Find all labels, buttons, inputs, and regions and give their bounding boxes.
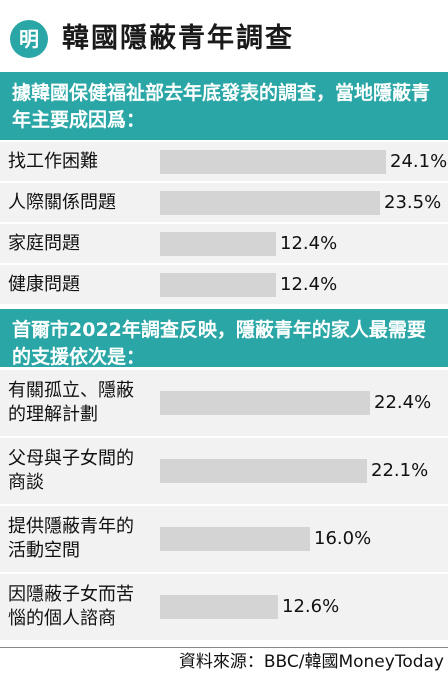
- chart-2-title: 首爾市2022年調查反映，隱蔽青年的家人最需要的支援依次是：: [0, 309, 448, 368]
- chart-1-row: 家庭問題 12.4%: [0, 224, 448, 263]
- bar: [160, 231, 276, 256]
- category-label: 人際關係問題: [8, 191, 116, 215]
- category-label: 因隱蔽子女而苦 惱的個人諮商: [8, 583, 134, 631]
- bar: [160, 527, 310, 551]
- chart-1-row: 健康問題 12.4%: [0, 265, 448, 304]
- chart-1-row: 找工作困難 24.1%: [0, 142, 448, 181]
- chart-2-row: 有關孤立、隱蔽 的理解計劃 22.4%: [0, 370, 448, 436]
- bar: [160, 391, 370, 415]
- chart-2-row: 父母與子女間的 商談 22.1%: [0, 438, 448, 504]
- category-label: 找工作困難: [8, 150, 98, 174]
- category-label-line: 提供隱蔽青年的: [8, 516, 134, 537]
- chart-2-row: 提供隱蔽青年的 活動空間 16.0%: [0, 506, 448, 572]
- chart-1-title: 據韓國保健福祉部去年底發表的調查，當地隱蔽青年主要成因爲：: [0, 72, 448, 140]
- value-label: 22.1%: [371, 460, 429, 481]
- value-label: 12.4%: [280, 273, 338, 295]
- chart-1-row: 人際關係問題 23.5%: [0, 183, 448, 222]
- category-label-line: 因隱蔽子女而苦: [8, 584, 134, 605]
- category-label: 家庭問題: [8, 232, 80, 256]
- bar: [160, 459, 367, 483]
- header: 明 韓國隱蔽青年調查: [0, 0, 448, 62]
- logo-badge: 明: [10, 20, 48, 58]
- value-label: 24.1%: [390, 150, 448, 172]
- category-label: 提供隱蔽青年的 活動空間: [8, 515, 134, 563]
- category-label-line: 商談: [8, 472, 44, 493]
- category-label-line: 的理解計劃: [8, 404, 98, 425]
- category-label: 健康問題: [8, 273, 80, 297]
- category-label-line: 惱的個人諮商: [8, 608, 116, 629]
- bar: [160, 190, 380, 215]
- value-label: 16.0%: [314, 528, 372, 549]
- value-label: 12.6%: [282, 596, 340, 617]
- category-label-line: 健康問題: [8, 273, 80, 295]
- category-label-line: 有關孤立、隱蔽: [8, 380, 134, 401]
- category-label: 有關孤立、隱蔽 的理解計劃: [8, 379, 134, 427]
- category-label-line: 找工作困難: [8, 150, 98, 172]
- value-label: 23.5%: [384, 191, 442, 213]
- category-label-line: 活動空間: [8, 540, 80, 561]
- page-title: 韓國隱蔽青年調查: [62, 23, 294, 54]
- bar: [160, 272, 276, 297]
- category-label-line: 家庭問題: [8, 232, 80, 254]
- value-label: 12.4%: [280, 232, 338, 254]
- value-label: 22.4%: [374, 392, 432, 413]
- bar: [160, 149, 386, 174]
- source-divider: [0, 647, 448, 648]
- category-label: 父母與子女間的 商談: [8, 447, 134, 495]
- chart-2-row: 因隱蔽子女而苦 惱的個人諮商 12.6%: [0, 574, 448, 640]
- category-label-line: 父母與子女間的: [8, 448, 134, 469]
- source-note: 資料來源：BBC/韓國MoneyToday: [178, 652, 444, 672]
- category-label-line: 人際關係問題: [8, 191, 116, 213]
- bar: [160, 595, 278, 619]
